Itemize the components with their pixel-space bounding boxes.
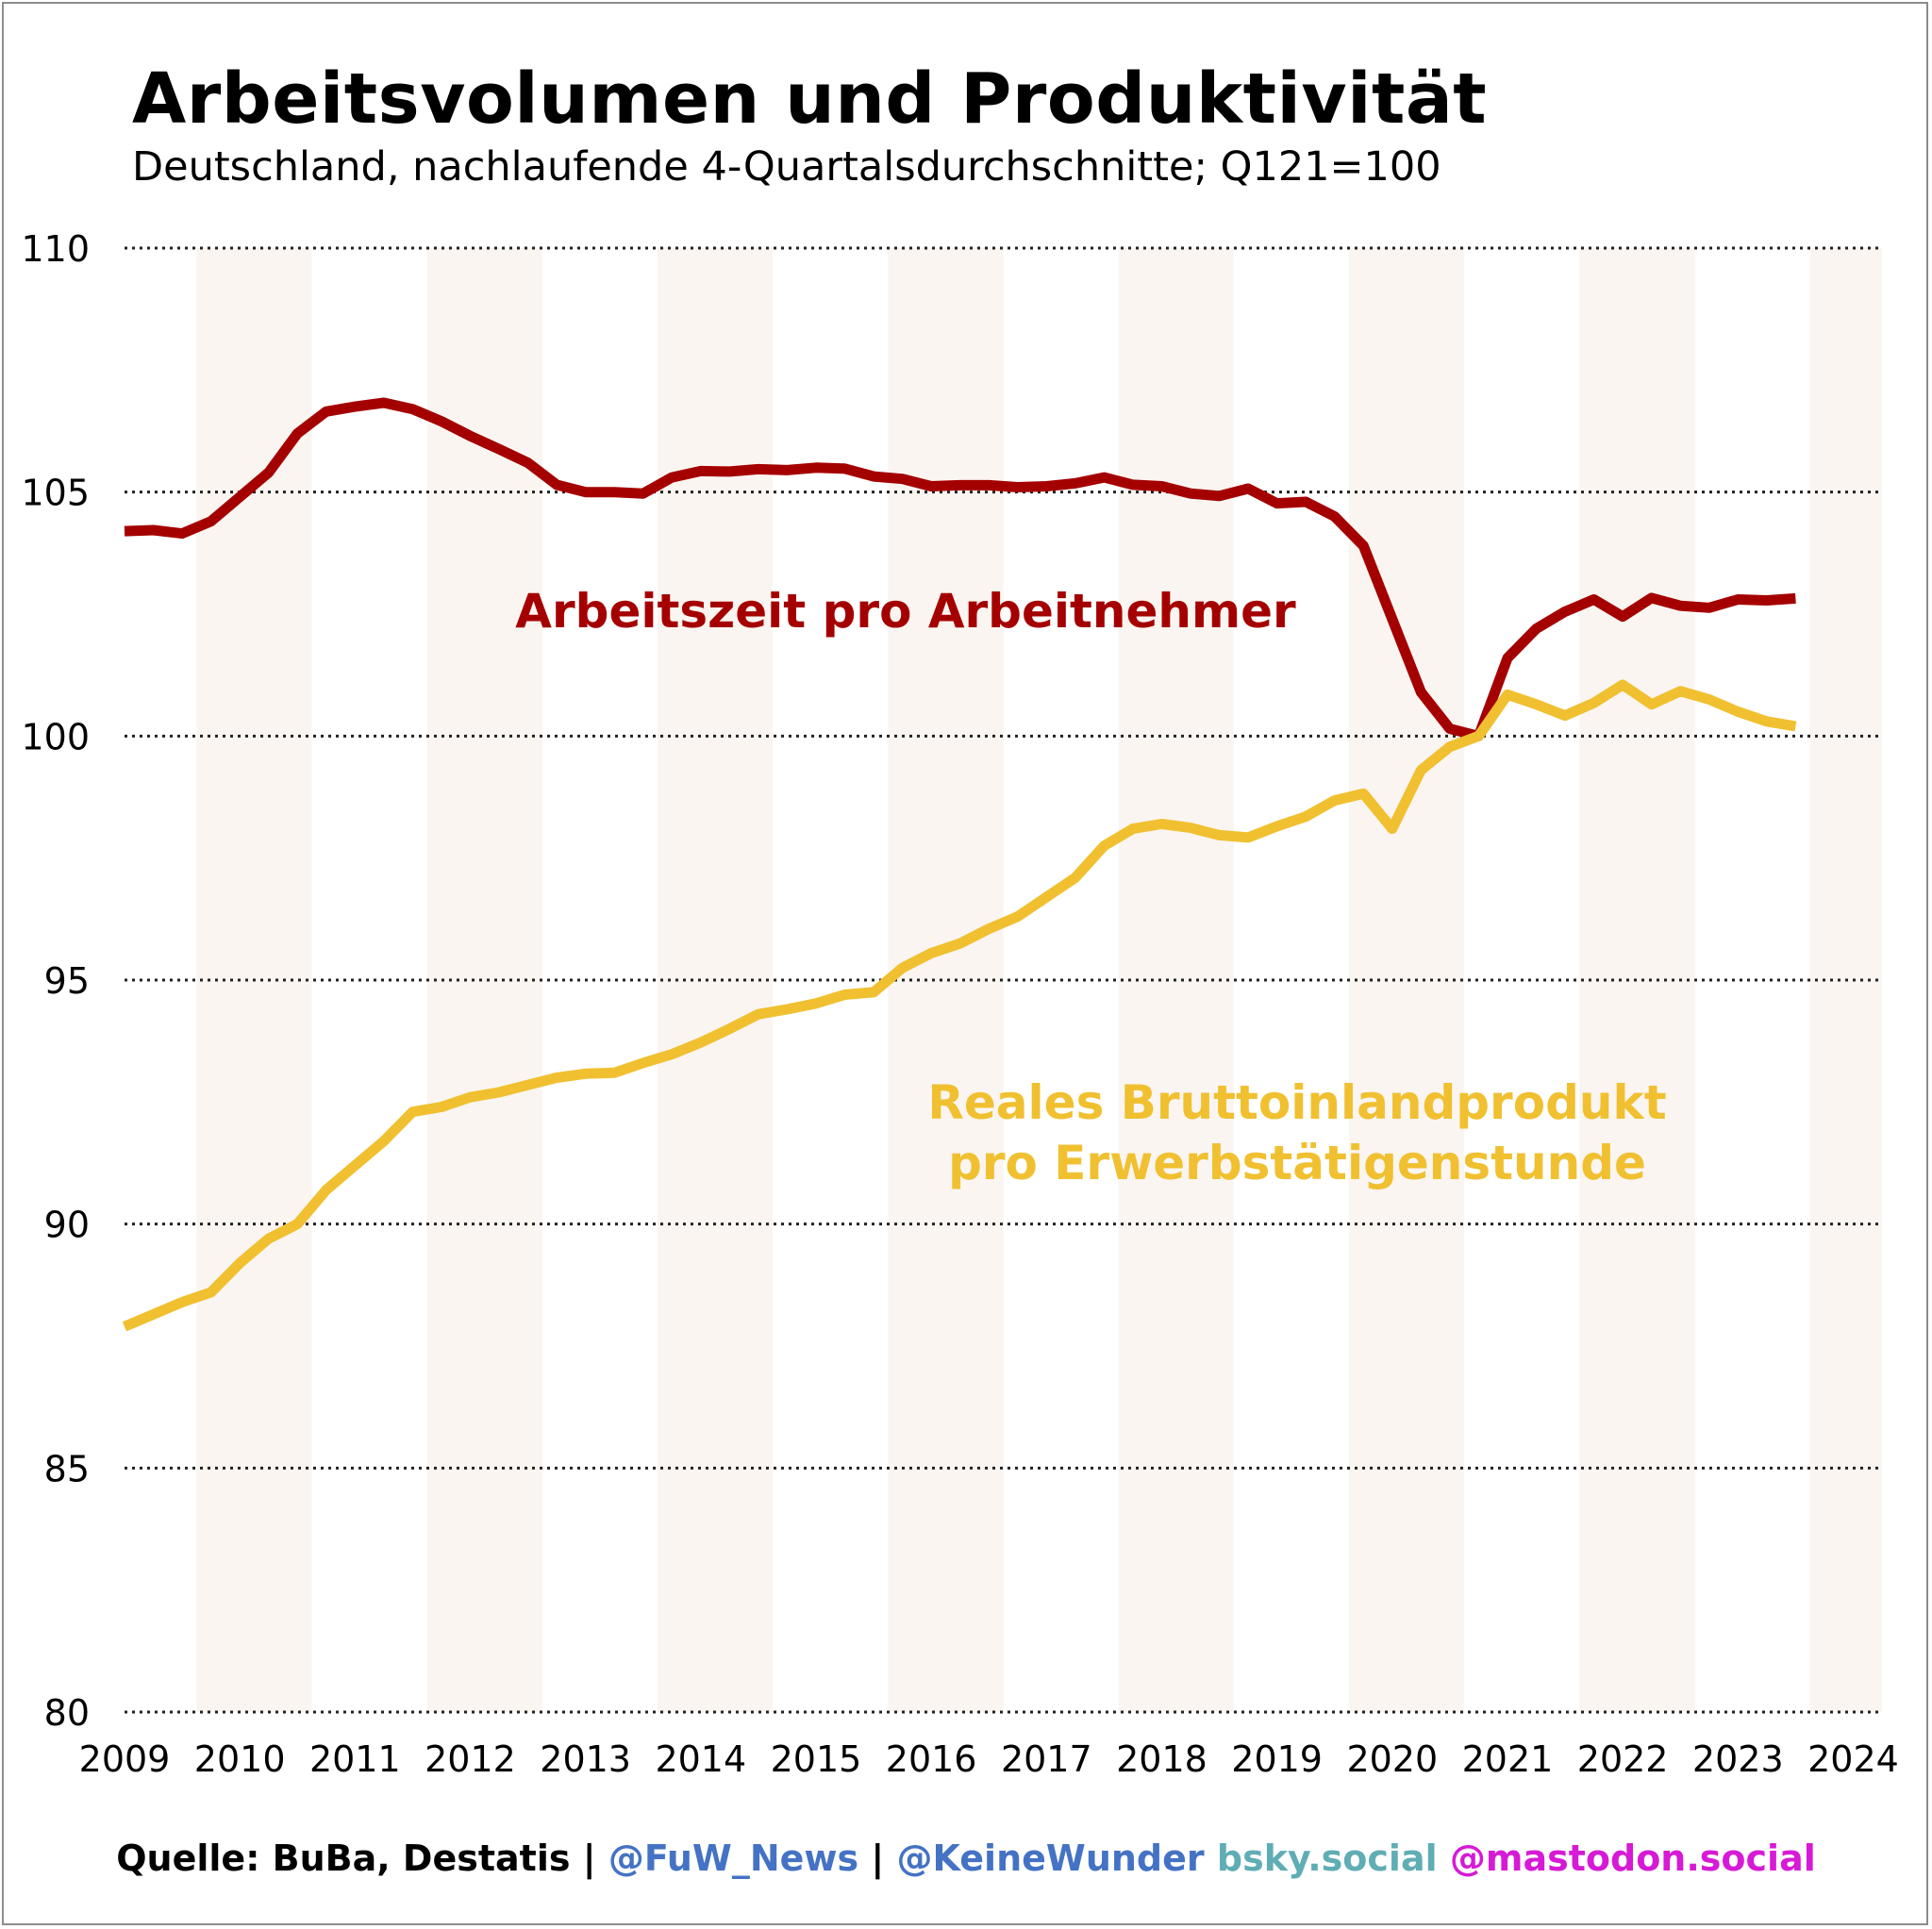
series-label-produktivitaet-line2: pro Erwerbstätigenstunde bbox=[948, 1136, 1646, 1190]
footer-source: Quelle: BuBa, Destatis | @FuW_News | @Ke… bbox=[0, 1838, 1932, 1879]
y-tick-label: 90 bbox=[44, 1205, 90, 1246]
x-tick-label: 2015 bbox=[771, 1738, 862, 1780]
series-line-arbeitszeit bbox=[124, 397, 1796, 741]
x-tick-label: 2019 bbox=[1231, 1738, 1323, 1780]
x-tick-label: 2022 bbox=[1577, 1738, 1669, 1780]
chart-subtitle: Deutschland, nachlaufende 4-Quartalsdurc… bbox=[132, 143, 1441, 191]
shaded-band bbox=[426, 248, 542, 1712]
footer-handle-bsky: bsky.social bbox=[1216, 1838, 1438, 1879]
series-label-produktivitaet-line1: Reales Bruttoinlandprodukt bbox=[927, 1075, 1666, 1130]
footer-source-text: Quelle: BuBa, Destatis bbox=[116, 1838, 571, 1879]
x-tick-label: 2013 bbox=[540, 1738, 631, 1780]
y-tick-label: 80 bbox=[44, 1692, 90, 1734]
x-tick-label: 2020 bbox=[1346, 1738, 1438, 1780]
footer-space bbox=[1205, 1838, 1217, 1879]
x-tick-label: 2023 bbox=[1692, 1738, 1784, 1780]
y-tick-label: 110 bbox=[21, 228, 90, 270]
x-tick-label: 2012 bbox=[425, 1738, 516, 1780]
series-line-produktivitaet bbox=[122, 679, 1797, 1332]
y-tick-label: 95 bbox=[44, 960, 90, 1002]
footer-handle-mastodon: @mastodon.social bbox=[1449, 1838, 1816, 1879]
series-label-arbeitszeit: Arbeitszeit pro Arbeitnehmer bbox=[515, 584, 1296, 639]
chart-title: Arbeitsvolumen und Produktivität bbox=[132, 58, 1488, 140]
x-tick-label: 2014 bbox=[655, 1738, 746, 1780]
footer-handle-fuw: @FuW_News bbox=[608, 1838, 859, 1879]
x-tick-label: 2016 bbox=[886, 1738, 977, 1780]
y-tick-label: 85 bbox=[44, 1448, 90, 1489]
footer-space bbox=[1438, 1838, 1450, 1879]
x-tick-label: 2021 bbox=[1462, 1738, 1554, 1780]
x-tick-label: 2011 bbox=[309, 1738, 401, 1780]
shaded-band bbox=[888, 248, 1004, 1712]
x-tick-label: 2024 bbox=[1807, 1738, 1899, 1780]
x-tick-label: 2017 bbox=[1001, 1738, 1092, 1780]
x-tick-label: 2018 bbox=[1116, 1738, 1208, 1780]
y-tick-label: 105 bbox=[21, 473, 90, 514]
x-tick-label: 2010 bbox=[194, 1738, 286, 1780]
footer-separator: | bbox=[570, 1838, 608, 1879]
y-tick-label: 100 bbox=[21, 716, 90, 757]
footer-handle-keinewunder: @KeineWunder bbox=[896, 1838, 1205, 1879]
x-tick-label: 2009 bbox=[79, 1738, 171, 1780]
shaded-band bbox=[1348, 248, 1465, 1712]
footer-separator: | bbox=[858, 1838, 897, 1879]
